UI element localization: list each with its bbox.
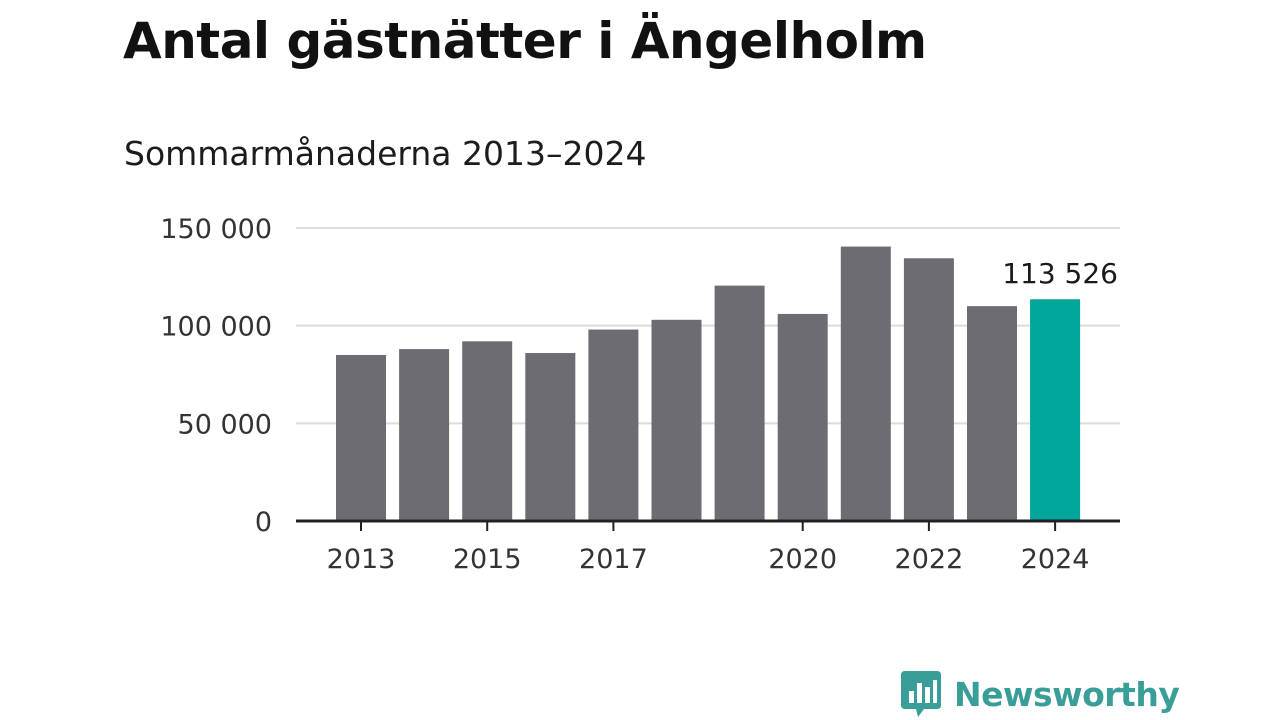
bar — [525, 353, 576, 521]
y-tick-label: 0 — [255, 507, 272, 538]
brand-name: Newsworthy — [954, 674, 1180, 714]
bar — [967, 306, 1017, 521]
x-tick-label: 2024 — [1021, 544, 1090, 575]
x-tick-label: 2022 — [895, 544, 964, 575]
x-tick-label: 2020 — [768, 544, 837, 575]
bar — [588, 329, 639, 521]
chart-title: Antal gästnätter i Ängelholm — [123, 12, 927, 70]
bar-chart: 0 50 000 100 000 150 000 113 526 2013 2015 2017… — [160, 214, 1120, 575]
x-tick-label: 2017 — [579, 544, 648, 575]
x-tick-label: 2015 — [453, 544, 522, 575]
y-tick-label: 100 000 — [160, 312, 272, 343]
bars — [336, 246, 1081, 521]
bar — [399, 349, 450, 521]
newsworthy-logo: Newsworthy — [900, 668, 1180, 720]
bar-highlight — [1030, 299, 1081, 521]
axes — [296, 519, 1120, 531]
bar — [336, 354, 386, 521]
y-tick-label: 50 000 — [178, 409, 272, 440]
bar — [714, 285, 765, 521]
newsworthy-chart-bubble-icon — [901, 671, 941, 717]
x-tick-label: 2013 — [327, 544, 396, 575]
bar — [840, 246, 891, 521]
y-tick-label: 150 000 — [160, 214, 272, 245]
bar — [903, 258, 954, 521]
data-label: 113 526 — [1002, 257, 1118, 290]
bar — [462, 341, 513, 521]
labels: 0 50 000 100 000 150 000 113 526 2013 2015 2017… — [160, 214, 1118, 575]
chart-subtitle: Sommarmånaderna 2013–2024 — [124, 134, 647, 173]
bar — [651, 319, 702, 521]
bar — [777, 313, 828, 521]
